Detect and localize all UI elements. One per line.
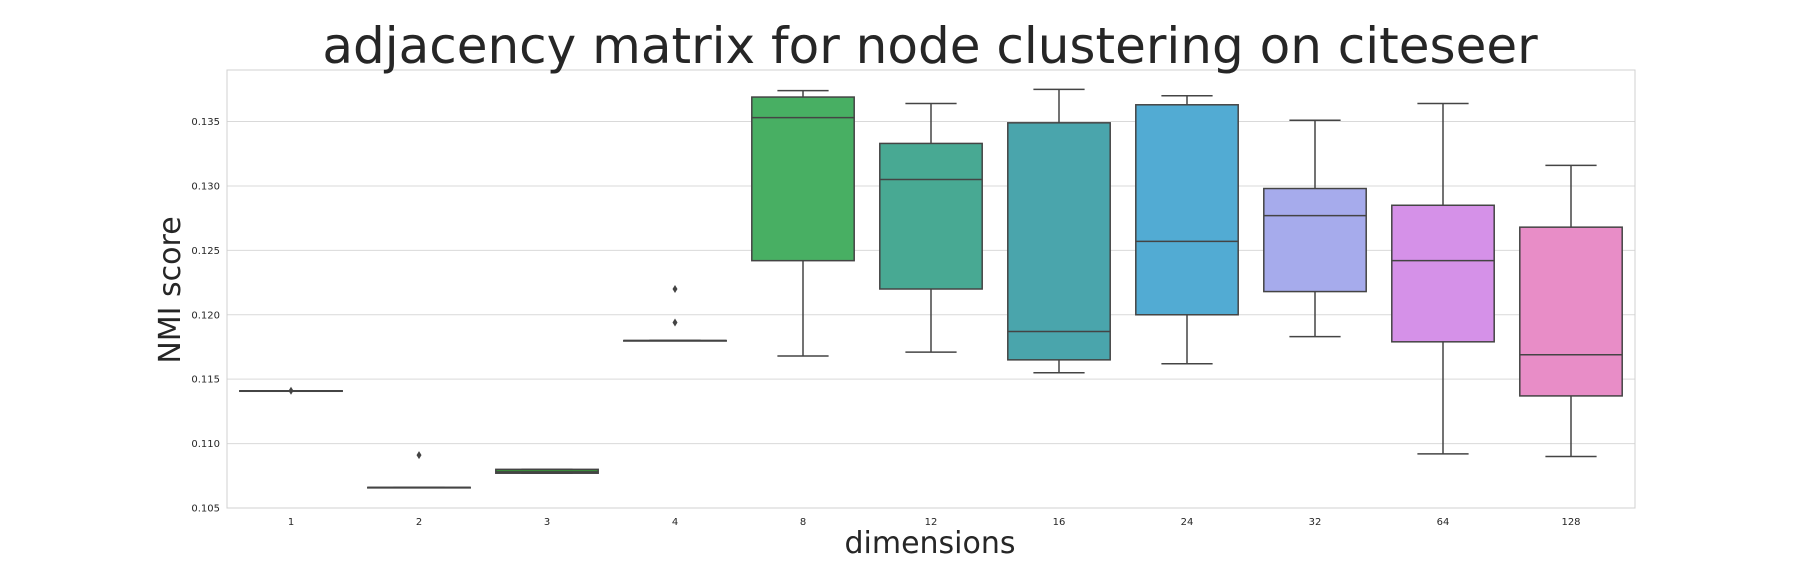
x-tick-label: 16 <box>1053 517 1066 528</box>
box-iqr <box>879 142 983 290</box>
y-tick-label: 0.105 <box>191 504 220 515</box>
chart-title: adjacency matrix for node clustering on … <box>322 17 1538 75</box>
outlier-point <box>416 451 422 460</box>
plot-frame <box>226 69 1636 509</box>
box-group <box>495 468 599 474</box>
box-group <box>1519 164 1623 458</box>
x-tick-label: 12 <box>925 517 938 528</box>
y-tick-labels: 0.105 0.110 0.115 0.120 0.125 0.130 0.135 <box>191 117 220 514</box>
x-tick-label: 3 <box>544 517 550 528</box>
outlier-point <box>672 318 678 327</box>
y-tick-label: 0.115 <box>191 375 220 386</box>
outlier-point <box>672 285 678 293</box>
y-tick-label: 0.120 <box>191 310 220 321</box>
x-tick-label: 24 <box>1181 517 1194 528</box>
x-axis-label: dimensions <box>844 526 1015 561</box>
box-group <box>367 451 471 489</box>
y-tick-label: 0.110 <box>191 439 220 450</box>
box-iqr <box>1135 104 1239 316</box>
x-tick-label: 2 <box>416 517 422 528</box>
outlier-point <box>288 386 294 395</box>
y-tick-label: 0.130 <box>191 181 220 192</box>
x-tick-label: 8 <box>800 517 806 528</box>
box-group <box>1135 95 1239 365</box>
box-group <box>1391 102 1495 455</box>
box-iqr <box>1007 122 1111 361</box>
x-tick-label: 64 <box>1437 517 1450 528</box>
box-group <box>623 285 727 342</box>
x-tick-labels: 1 2 3 4 8 12 16 24 32 64 128 <box>288 517 1581 528</box>
box-iqr <box>1519 226 1623 397</box>
x-tick-label: 4 <box>672 517 678 528</box>
y-axis-label: NMI score <box>153 216 188 363</box>
box-iqr <box>1263 187 1367 293</box>
y-tick-label: 0.125 <box>191 246 220 257</box>
box-group <box>1263 119 1367 338</box>
box-group <box>751 89 855 357</box>
box-group <box>879 102 983 353</box>
x-tick-label: 128 <box>1561 517 1580 528</box>
box-iqr <box>751 96 855 262</box>
box-layer <box>239 88 1623 489</box>
box-group <box>239 386 343 395</box>
x-tick-label: 32 <box>1309 517 1322 528</box>
y-tick-label: 0.135 <box>191 117 220 128</box>
x-tick-label: 1 <box>288 517 294 528</box>
box-iqr <box>1391 204 1495 343</box>
box-group <box>1007 88 1111 374</box>
